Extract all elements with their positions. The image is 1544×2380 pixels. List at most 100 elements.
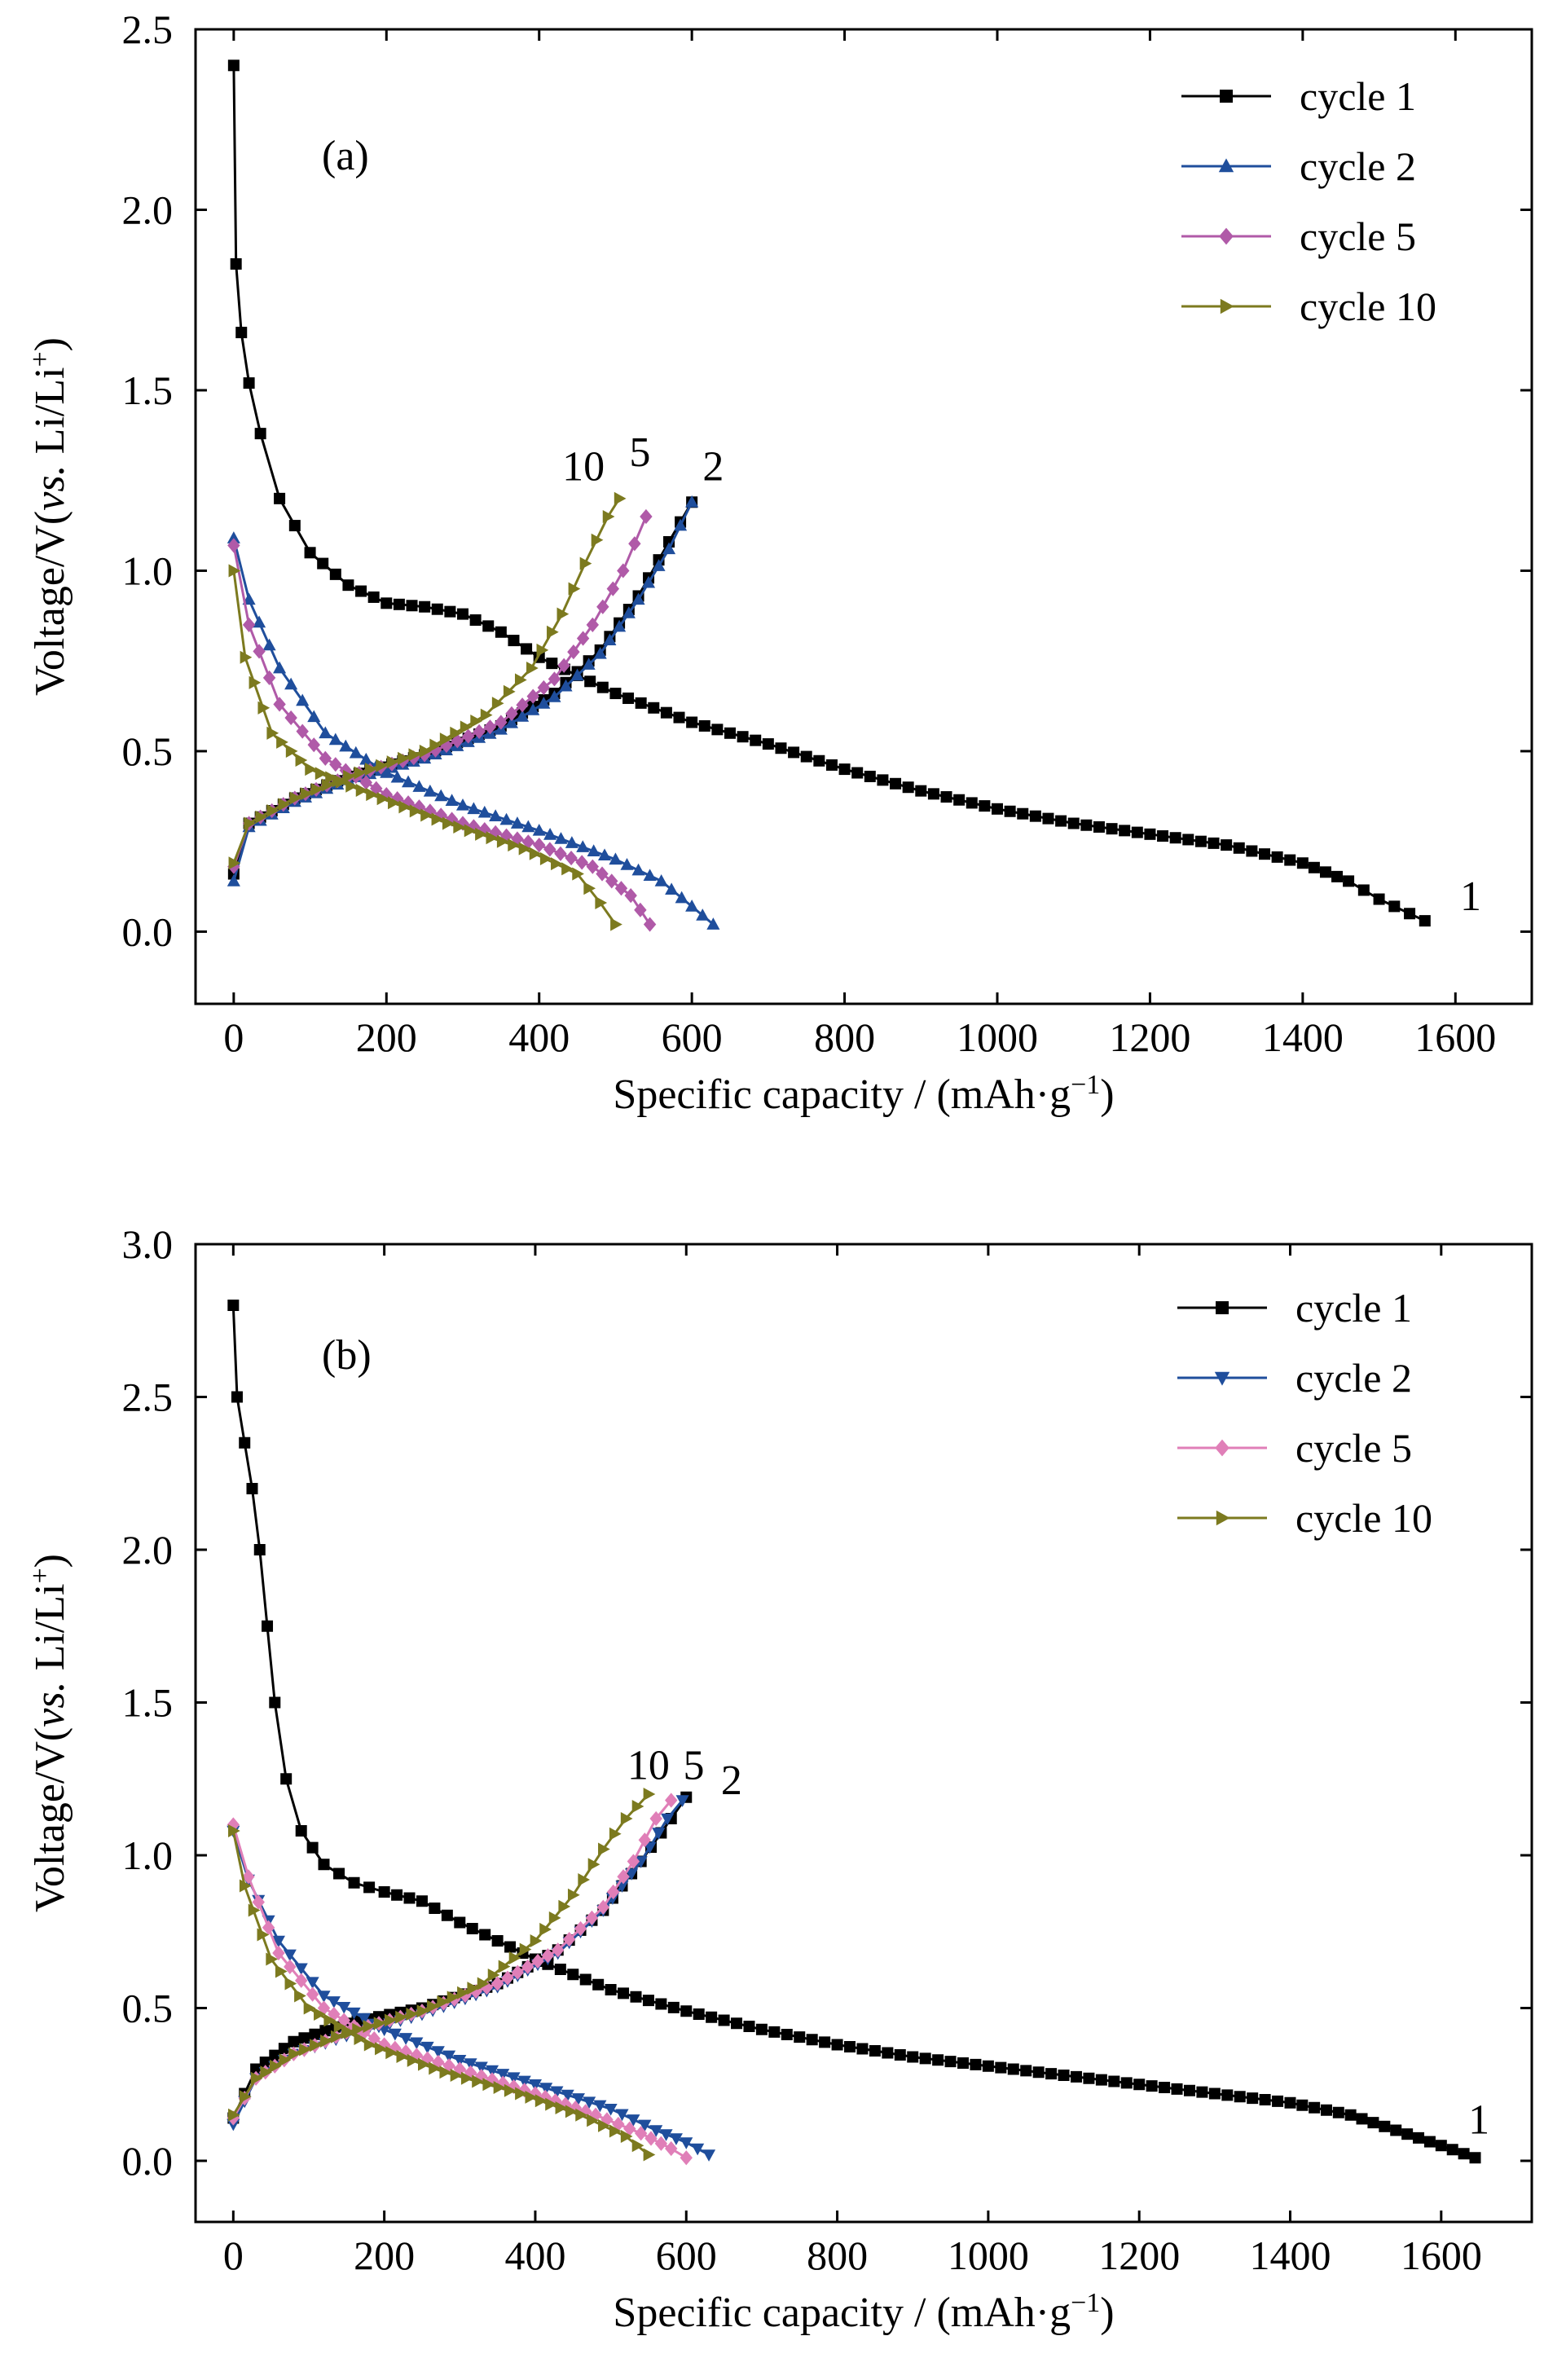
discharge-point: [420, 2041, 434, 2054]
discharge-point: [587, 2114, 599, 2127]
discharge-point: [1004, 805, 1016, 817]
discharge-point: [257, 701, 271, 715]
discharge-point: [565, 836, 578, 848]
discharge-point: [319, 726, 332, 739]
discharge-point: [230, 257, 242, 270]
discharge-point: [496, 834, 509, 848]
y-axis-title-main: Voltage/V(: [27, 511, 73, 696]
legend-label: cycle 2: [1295, 1355, 1412, 1401]
charge-point: [508, 1951, 521, 1965]
discharge-point: [464, 2058, 477, 2070]
discharge-point: [318, 1859, 330, 1871]
charge-point: [591, 533, 604, 547]
discharge-point: [482, 620, 495, 632]
discharge-point: [262, 1920, 275, 1935]
discharge-point: [567, 1969, 579, 1981]
charge-point: [649, 1810, 662, 1827]
charge-point: [288, 2035, 300, 2048]
legend-marker: [1220, 298, 1234, 315]
discharge-point: [403, 1892, 416, 1904]
discharge-point: [431, 2046, 445, 2058]
discharge-point: [306, 1977, 319, 1990]
charge-point: [536, 643, 549, 657]
discharge-point: [489, 809, 503, 821]
discharge-point: [680, 2150, 693, 2166]
discharge-point: [554, 832, 568, 844]
discharge-point: [442, 2050, 456, 2063]
x-tick-label: 400: [508, 1014, 570, 1060]
discharge-point: [1357, 884, 1370, 896]
discharge-point: [445, 794, 459, 806]
discharge-point: [457, 608, 468, 620]
discharge-point: [1208, 2087, 1221, 2100]
discharge-point: [831, 2039, 843, 2051]
charge-point: [587, 1858, 600, 1872]
charge-point: [279, 2053, 292, 2067]
discharge-point: [314, 2007, 326, 2021]
discharge-point: [262, 1620, 274, 1632]
charge-point: [622, 606, 636, 618]
charge-point: [269, 2049, 281, 2061]
x-tick-label: 200: [354, 2233, 415, 2278]
discharge-point: [1319, 866, 1331, 878]
discharge-point: [1373, 893, 1385, 905]
series-cycle-10: [228, 491, 627, 931]
discharge-point: [359, 775, 372, 790]
discharge-point: [1259, 2094, 1271, 2105]
discharge-point: [376, 792, 389, 806]
discharge-point: [693, 2008, 705, 2020]
charge-point: [675, 1795, 689, 1807]
charge-point: [685, 495, 699, 508]
discharge-point: [800, 750, 812, 763]
discharge-point: [624, 888, 637, 904]
charge-point: [310, 2039, 322, 2052]
charge-point: [586, 617, 600, 632]
discharge-point: [359, 752, 373, 765]
discharge-point: [339, 763, 353, 778]
discharge-point: [534, 2094, 548, 2108]
discharge-point: [1169, 832, 1181, 844]
discharge-point: [1042, 812, 1054, 825]
discharge-point: [339, 739, 353, 752]
charge-point: [640, 508, 653, 525]
charge-point: [298, 2032, 310, 2044]
discharge-point: [631, 863, 645, 876]
discharge-point: [499, 828, 513, 843]
discharge-point: [1296, 2099, 1309, 2111]
discharge-point: [1020, 2065, 1032, 2077]
y-axis-title: Voltage/V(vs. Li/Li+): [25, 1554, 74, 1912]
discharge-point: [367, 591, 380, 603]
discharge-point: [317, 557, 329, 570]
discharge-point: [1246, 845, 1258, 857]
discharge-point: [345, 779, 358, 793]
discharge-point: [441, 1909, 453, 1921]
chart-panel-1: 0 200 400 600 800 1000 1200 1400 1600 0.0 0.5 1.0 1.…: [25, 7, 1533, 1118]
discharge-point: [508, 635, 520, 647]
discharge-point: [429, 2061, 441, 2075]
discharge-point: [762, 738, 774, 750]
discharge-point: [276, 735, 288, 749]
charge-point: [439, 732, 452, 746]
discharge-point: [1159, 2082, 1171, 2093]
series-cycle-1: [227, 1300, 1481, 2164]
charge-point: [244, 816, 256, 830]
discharge-point: [667, 2001, 680, 2013]
y-tick-label: 2.0: [122, 1527, 174, 1573]
discharge-point: [333, 2019, 346, 2034]
discharge-point: [813, 754, 825, 767]
curve-label: 10: [562, 444, 605, 491]
charge-point: [579, 557, 592, 570]
discharge-point: [612, 2116, 625, 2132]
discharge-point: [1344, 2109, 1357, 2121]
discharge-point: [932, 2054, 944, 2066]
discharge-point: [295, 753, 308, 768]
discharge-point: [957, 2057, 969, 2069]
discharge-point: [1131, 826, 1143, 838]
y-tick-label: 0.5: [122, 1986, 174, 2031]
discharge-point: [271, 1935, 285, 1948]
discharge-point: [284, 710, 297, 726]
discharge-point: [239, 1879, 252, 1893]
discharge-point: [409, 804, 422, 818]
discharge-point: [593, 2100, 607, 2113]
charge-point: [470, 714, 483, 728]
